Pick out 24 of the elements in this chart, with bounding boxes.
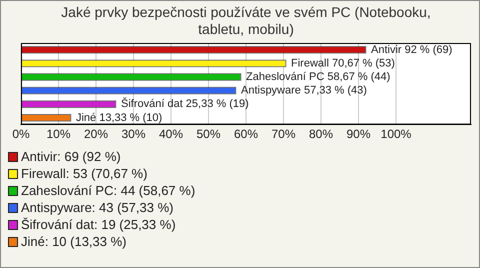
x-tick-label: 90% — [346, 127, 371, 142]
x-tick-label: 10% — [46, 127, 71, 142]
data-label: Šifrování dat 25,33 % (19) — [120, 97, 249, 110]
x-tick-label: 100% — [380, 127, 412, 142]
legend-label: Zaheslování PC: 44 (58,67 %) — [21, 183, 196, 198]
data-label: Firewall 70,67 % (53) — [291, 57, 395, 70]
legend-label: Antivir: 69 (92 %) — [21, 149, 121, 164]
legend-label: Jiné: 10 (13,33 %) — [21, 234, 127, 249]
x-tick-label: 50% — [196, 127, 221, 142]
x-tick-label: 0% — [12, 127, 30, 142]
legend-label: Antispyware: 43 (57,33 %) — [21, 200, 174, 215]
x-tick-label: 70% — [271, 127, 296, 142]
x-tick-label: 20% — [84, 127, 108, 142]
x-tick-label: 30% — [121, 127, 146, 142]
chart-title: Jaké prvky bezpečnosti používáte ve svém PC (Notebooku, tabletu, mobilu) — [60, 4, 432, 38]
data-label: Zaheslování PC 58,67 % (44) — [246, 71, 390, 84]
x-tick-label: 80% — [308, 127, 334, 142]
legend-label: Šifrování dat: 19 (25,33 %) — [21, 217, 176, 232]
x-tick-label: 40% — [158, 127, 184, 142]
x-tick-label: 60% — [234, 127, 258, 142]
data-label: Jiné 13,33 % (10) — [76, 112, 162, 124]
legend-label: Firewall: 53 (70,67 %) — [21, 166, 148, 181]
data-label: Antivir 92 % (69) — [371, 44, 452, 56]
data-label: Antispyware 57,33 % (43) — [240, 84, 367, 97]
